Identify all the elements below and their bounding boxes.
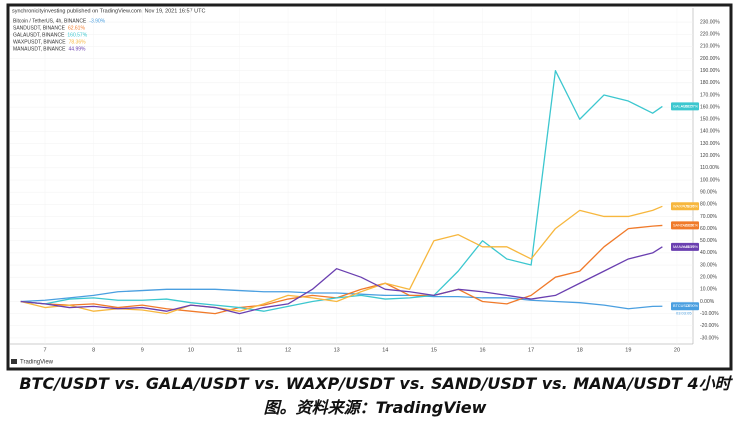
end-badge-symbol: BTCUSDT [673,304,692,308]
legend-name: SANDUSDT, BINANCE [13,25,66,31]
legend-name: WAXPUSDT, BINANCE [13,39,66,45]
y-tick-label: 150.00% [700,117,720,123]
end-badge-value: +78.36% [683,204,699,208]
legend-value: -3.90% [89,18,105,24]
y-tick-label: 110.00% [700,165,720,171]
x-tick-label: 13 [334,347,340,353]
y-tick-label: 90.00% [700,189,718,195]
header: synchronicityinvesting published on Trad… [12,8,205,14]
end-badge [671,302,699,311]
y-tick-label: 60.00% [700,226,718,232]
y-tick-label: 130.00% [700,141,720,147]
x-tick-label: 15 [431,347,437,353]
y-tick-label: 180.00% [700,80,720,86]
end-badge [671,221,699,230]
chart-frame [6,3,733,371]
y-tick-label: 30.00% [700,262,718,268]
y-tick-label: 200.00% [700,56,720,62]
y-tick-label: 160.00% [700,104,720,110]
brand: TradingView [20,360,54,366]
x-tick-label: 19 [625,347,631,353]
y-tick-label: 230.00% [700,19,720,25]
end-badge [671,242,699,251]
end-badge-value: -3.90% [686,304,699,308]
y-tick-label: 140.00% [700,129,720,135]
series-line [20,205,663,315]
y-tick-label: -20.00% [700,323,719,329]
x-tick-label: 12 [285,347,291,353]
legend-value: 62.61% [68,25,86,31]
x-tick-label: 9 [141,347,144,353]
y-tick-label: 220.00% [700,32,720,38]
end-badge-value: +44.99% [683,245,699,249]
y-tick-label: 120.00% [700,153,720,159]
legend-value: 44.99% [69,46,87,52]
y-tick-label: 10.00% [700,287,718,293]
end-badge-value: +62.61% [683,223,699,227]
x-tick-label: 16 [479,347,485,353]
x-tick-label: 10 [188,347,194,353]
end-badge-value: +160.57% [681,104,699,108]
x-tick-label: 18 [577,347,583,353]
y-tick-label: -10.00% [700,311,719,317]
y-tick-label: 0.00% [700,299,715,305]
x-tick-label: 11 [237,347,243,353]
y-tick-label: 70.00% [700,214,718,220]
end-badge-symbol: WAXPUSDT [673,204,695,208]
y-tick-label: 100.00% [700,177,720,183]
y-tick-label: -30.00% [700,335,719,341]
end-badge-symbol: SANDUSDT [673,223,695,227]
y-tick-label: 210.00% [700,44,720,50]
countdown: 03:03:05 [676,310,692,315]
end-badge [671,202,699,211]
x-tick-label: 17 [528,347,534,353]
y-tick-label: 80.00% [700,202,718,208]
legend-value: 78.36% [69,39,87,45]
y-tick-label: 50.00% [700,238,718,244]
x-tick-label: 20 [674,347,680,353]
y-tick-label: 190.00% [700,68,720,74]
legend-name: Bitcoin / TetherUS, 4h, BINANCE [13,18,87,24]
chart: synchronicityinvesting published on Trad… [6,3,733,371]
caption: BTC/USDT vs. GALA/USDT vs. WAXP/USDT vs.… [19,374,731,417]
y-tick-label: 40.00% [700,250,718,256]
x-tick-label: 14 [382,347,388,353]
end-badge-symbol: MANAUSDT [673,245,695,249]
legend-name: MANAUSDT, BINANCE [13,46,66,52]
series-line [20,246,663,315]
y-tick-label: 20.00% [700,275,718,281]
end-badge-symbol: GALAUSDT [673,104,694,108]
legend-value: 160.57% [67,32,87,38]
legend-name: GALAUSDT, BINANCE [13,32,65,38]
y-tick-label: 170.00% [700,92,720,98]
brand-logo [11,359,17,364]
series-line [20,224,663,315]
x-tick-label: 8 [92,347,95,353]
x-tick-label: 7 [43,347,46,353]
end-badge [671,102,699,111]
